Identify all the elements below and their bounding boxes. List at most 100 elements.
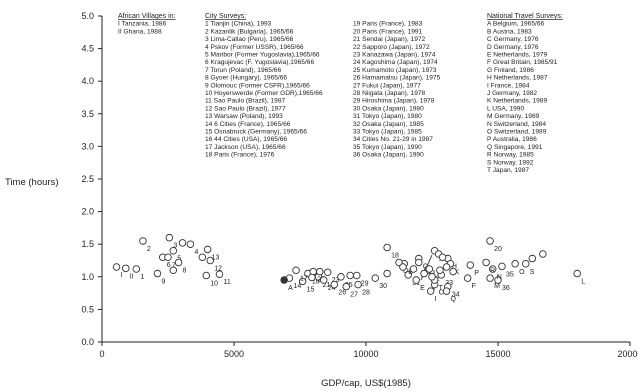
legend-item: S Norway, 1992 [487, 159, 534, 166]
legend-item: Q Singapore, 1991 [487, 144, 543, 151]
point-label: M [494, 283, 500, 290]
legend-item: 6 Kragujevac (F. Yugoslavia),1965/66 [205, 59, 314, 66]
legend-item: I Tanzania, 1986 [118, 21, 167, 28]
point-label: 8 [183, 267, 187, 274]
scatter-point [573, 269, 581, 278]
legend-item: T Japan, 1987 [487, 167, 529, 174]
scatter-point [165, 233, 174, 242]
scatter-point [371, 274, 379, 282]
scatter-point [409, 265, 418, 273]
point-label: 20 [494, 246, 502, 253]
scatter-point [132, 265, 141, 273]
y-tick-label: 0.0 [81, 337, 94, 347]
scatter-point [482, 258, 490, 267]
legend-item: 1 Tianjin (China), 1993 [205, 21, 272, 28]
scatter-point [178, 239, 187, 247]
legend-item: 35 Tokyo (Japan), 1990 [353, 144, 422, 151]
legend-item: 32 Osaka (Japan), 1985 [353, 121, 424, 128]
scatter-point [202, 271, 211, 280]
scatter-point [337, 273, 345, 281]
scatter-point [308, 273, 316, 282]
scatter-point [404, 271, 412, 279]
legend-item: 2 Kazanlik (Bulgaria), 1965/66 [205, 28, 294, 35]
scatter-point [399, 263, 407, 271]
point-label: 24 [328, 285, 336, 292]
y-tick-label: 0.5 [81, 304, 94, 314]
legend-item: R Norway, 1985 [487, 152, 534, 159]
scatter-point [320, 276, 328, 284]
y-tick-label: 2.0 [81, 207, 94, 217]
legend-item: F Great Britain, 1985/91 [487, 59, 558, 66]
legend-item: 16 44 Cities (USA), 1965/66 [205, 136, 287, 143]
legend-item: 11 Sao Paulo (Brazil), 1987 [205, 98, 285, 105]
point-label: L [581, 279, 585, 286]
scatter-point [528, 254, 537, 263]
legend-item: 22 Sapporo (Japan), 1972 [353, 44, 430, 51]
legend-heading: African Villages in: [118, 13, 176, 20]
legend-item: P Australia, 1986 [487, 136, 537, 143]
scatter-point [498, 262, 506, 271]
point-label: 30 [379, 283, 387, 290]
point-label: 12 [214, 266, 222, 273]
scatter-point [198, 253, 207, 261]
legend-item: 28 Niigata (Japan), 1978 [353, 90, 426, 97]
y-tick-label: 1.0 [81, 272, 94, 282]
scatter-point [442, 287, 451, 295]
point-label: 34 [452, 292, 460, 299]
legend-item: II Ghana, 1988 [118, 28, 162, 35]
scatter-point [330, 280, 339, 289]
legend-item: 24 Kagoshima (Japan), 1974 [353, 59, 438, 66]
legend-item: 19 Paris (France), 1983 [353, 21, 423, 28]
point-label: 15 [307, 286, 315, 293]
legend-item: K Netherlands, 1989 [487, 98, 547, 105]
legend-item: 10 Hoyerswerde (Former GDR),1965/66 [205, 90, 323, 97]
point-label: 1 [140, 274, 144, 281]
legend-item: 31 Tokyo (Japan), 1980 [353, 113, 422, 120]
scatter-point [415, 258, 423, 267]
point-label: 11 [223, 279, 230, 286]
legend-item: 15 Osnabruck (Germany), 1965/66 [205, 129, 307, 136]
scatter-point [342, 282, 350, 291]
point-label: C [439, 290, 444, 297]
point-label: 6 [167, 262, 171, 269]
legend-heading: City Surveys: [205, 13, 246, 20]
scatter-point [494, 276, 502, 284]
point-label: Q [451, 296, 457, 303]
x-tick-label: 15000 [485, 349, 510, 359]
legend-item: 20 Paris (France), 1991 [353, 28, 423, 35]
scatter-point [511, 260, 519, 268]
legend-item: 8 Gyoer (Hungary), 1965/66 [205, 75, 287, 82]
scatter-point [206, 256, 214, 265]
scatter-point [122, 264, 130, 273]
legend-item: 18 Paris (France), 1976 [205, 152, 275, 159]
scatter-point [174, 258, 183, 267]
point-label: A [288, 285, 293, 292]
point-label: 29 [361, 280, 369, 287]
point-label: 27 [350, 292, 358, 299]
scatter-point [353, 271, 361, 280]
point-label: 17 [300, 275, 308, 282]
y-tick-label: 2.5 [81, 174, 94, 184]
scatter-point [412, 276, 420, 284]
y-axis-title: Time (hours) [5, 177, 59, 188]
legend-item: 33 Tokyo (Japan), 1985 [353, 129, 422, 136]
scatter-point [488, 265, 497, 273]
scatter-point [486, 274, 494, 282]
point-label: G [423, 264, 428, 271]
legend-item: E Netherlands, 1979 [487, 52, 547, 59]
legend-item: 27 Fukui (Japan), 1977 [353, 82, 421, 89]
legend-item: 4 Pskov (Former USSR), 1965/66 [205, 44, 304, 51]
y-tick-label: 4.0 [81, 76, 94, 86]
legend-item: 17 Jackson (USA), 1965/66 [205, 144, 286, 151]
scatter-point [153, 269, 162, 278]
scatter-point [539, 250, 547, 258]
legend-item: 5 Maribor (Former Yugoslavia),1965/66 [205, 52, 320, 59]
point-label: 35 [506, 271, 514, 278]
scatter-point [139, 237, 147, 245]
point-label: 4 [194, 249, 198, 256]
scatter-point [442, 263, 451, 271]
point-label: E [420, 285, 425, 292]
legend-item: I France, 1984 [487, 82, 530, 89]
